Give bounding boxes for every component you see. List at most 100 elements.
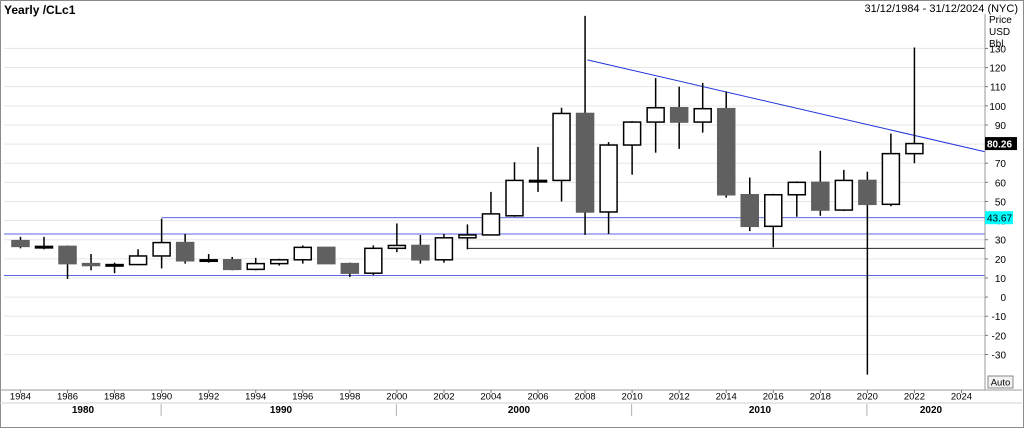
y-tick-label: 50 [995, 197, 1007, 208]
candle-1988 [105, 262, 124, 274]
candle-2016 [764, 193, 783, 248]
candle-body-bull [528, 179, 548, 183]
y-tick-label: 90 [995, 121, 1007, 132]
auto-button-frame [987, 375, 1014, 389]
candle-body-bull [246, 262, 265, 271]
candle-body-bull [646, 106, 665, 123]
y-tick-label: -10 [992, 312, 1007, 323]
x-tick-label: 2012 [669, 392, 690, 403]
resistance-trendline [587, 59, 986, 153]
x-tick-label: 2018 [810, 392, 831, 403]
candle-body-bear [81, 262, 101, 267]
y-tick-label: 30 [995, 236, 1007, 247]
candle-body-bull [622, 121, 642, 146]
x-tick-label: 2006 [527, 392, 548, 403]
x-tick-label: 2024 [951, 392, 972, 403]
candle-2017 [787, 181, 807, 217]
last-price-badge [985, 137, 1017, 151]
candle-body-bull [34, 245, 54, 249]
candle-2009 [599, 142, 618, 234]
decade-label: 1980 [72, 405, 95, 416]
last-price-label: 80.26 [987, 140, 1012, 151]
candle-body-bull [128, 255, 148, 266]
y-tick-label: -30 [992, 350, 1007, 361]
candle-body-bull [787, 181, 807, 196]
x-tick-label: 2016 [763, 392, 784, 403]
candle-2010 [622, 121, 642, 175]
candle-body-bear [669, 106, 689, 123]
candle-body-bear [11, 239, 30, 248]
candle-body-bull [199, 259, 218, 263]
candle-1990 [152, 218, 171, 269]
candle-2014 [716, 91, 736, 198]
y-tick-label: -20 [992, 331, 1007, 342]
level-price-label: 43.67 [987, 214, 1012, 225]
candle-body-bull [152, 241, 171, 257]
candle-body-bull [505, 179, 524, 217]
candle-1985 [34, 236, 54, 250]
candle-2002 [434, 233, 454, 263]
candle-2018 [811, 150, 830, 216]
candle-2008 [575, 15, 595, 235]
candle-1989 [128, 249, 148, 266]
candle-body-bear [411, 244, 430, 261]
candle-body-bear [58, 245, 77, 265]
candle-2013 [693, 82, 712, 133]
x-tick-label: 1998 [339, 392, 360, 403]
candle-body-bull [552, 112, 571, 182]
candle-1992 [199, 254, 218, 263]
candle-2004 [481, 191, 501, 236]
candle-body-bear [575, 112, 595, 213]
candle-1998 [340, 262, 360, 278]
auto-button-label: Auto [991, 378, 1011, 389]
candle-body-bear [740, 194, 759, 228]
candle-body-bull [905, 142, 924, 155]
candle-1996 [293, 245, 313, 264]
y-axis-label: USD [989, 27, 1010, 38]
auto-scale-button[interactable]: Auto [987, 375, 1014, 389]
x-tick-label: 2002 [433, 392, 454, 403]
y-tick-label: 110 [990, 83, 1006, 94]
candle-1987 [81, 254, 101, 271]
axes: -30-20-100102030405060708090100110120130… [0, 14, 1022, 416]
y-axis-label: Price [989, 15, 1012, 26]
decade-label: 2010 [749, 405, 772, 416]
candle-body-bull [881, 152, 901, 206]
candle-body-bull [693, 107, 712, 123]
candle-2001 [411, 234, 430, 264]
candle-1997 [317, 246, 336, 265]
x-tick-label: 2000 [386, 392, 407, 403]
candle-1999 [364, 245, 383, 276]
candle-2005 [505, 162, 524, 217]
y-tick-label: 70 [995, 159, 1007, 170]
candle-body-bull [105, 263, 124, 267]
candle-1994 [246, 257, 265, 271]
date-range: 31/12/1984 - 31/12/2024 (NYC) [864, 3, 1019, 15]
candle-2020 [858, 171, 877, 375]
candle-body-bull [481, 213, 501, 236]
candle-2022 [905, 47, 924, 164]
candle-1984 [11, 236, 30, 249]
candle-body-bull [434, 237, 454, 261]
candle-2012 [669, 86, 689, 149]
candle-body-bull [364, 247, 383, 274]
candle-body-bull [293, 246, 313, 261]
x-tick-label: 2008 [575, 392, 596, 403]
candle-body-bear [175, 241, 195, 262]
candle-1993 [222, 256, 242, 271]
decade-label: 2000 [508, 405, 531, 416]
candle-2000 [387, 223, 407, 253]
candle-body-bull [387, 244, 407, 250]
x-tick-label: 2014 [716, 392, 737, 403]
y-tick-label: 120 [989, 64, 1006, 75]
x-tick-label: 1996 [292, 392, 313, 403]
y-tick-label: 100 [989, 102, 1006, 113]
candle-body-bear [716, 107, 736, 196]
candle-2019 [834, 169, 854, 212]
candle-1986 [58, 245, 77, 279]
candle-body-bull [834, 179, 854, 211]
y-tick-label: 20 [995, 255, 1007, 266]
candle-2011 [646, 78, 665, 153]
chart-title: Yearly /CLc1 [4, 3, 76, 17]
